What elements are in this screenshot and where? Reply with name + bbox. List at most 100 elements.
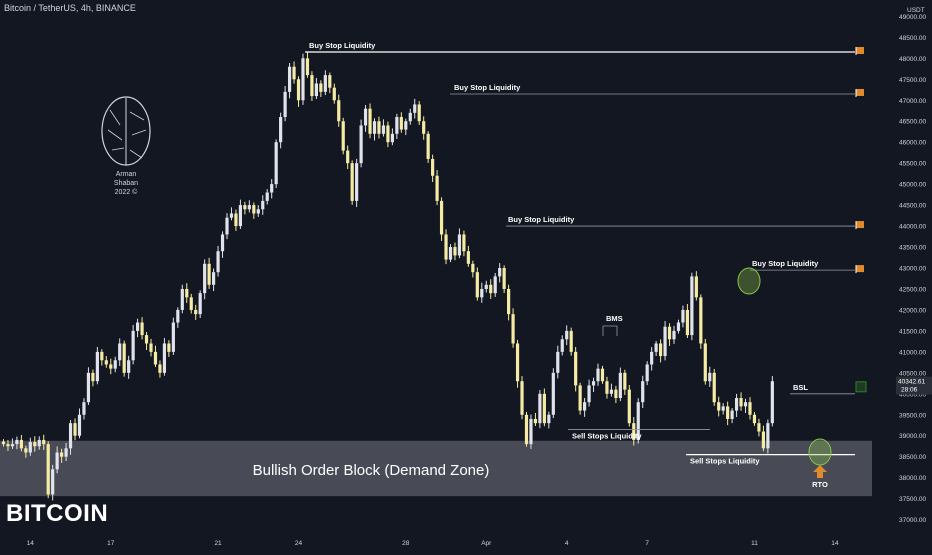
candle-body (194, 309, 198, 315)
candle-body (368, 108, 372, 134)
candle-body (332, 87, 336, 101)
price-axis[interactable] (895, 0, 932, 550)
sell-stops-level-2: Sell Stops Liquidity (686, 454, 855, 466)
candle (337, 94, 341, 127)
level-label: Sell Stops Liquidity (690, 457, 760, 466)
candle (328, 72, 332, 94)
candle (33, 436, 37, 452)
candle-body (694, 276, 698, 298)
candle-body (118, 343, 122, 361)
candle-body (261, 200, 265, 210)
y-tick-label: 37500.00 (899, 496, 926, 503)
flag-icon (856, 47, 864, 55)
candle (359, 119, 363, 168)
candle (708, 366, 712, 387)
candle (551, 368, 555, 419)
candle (332, 83, 336, 104)
candle (10, 438, 15, 449)
candle-body (185, 288, 189, 298)
candle (109, 358, 113, 375)
candle-body (672, 330, 676, 340)
y-tick-label: 44500.00 (899, 203, 926, 210)
candle-body (10, 444, 15, 447)
x-tick-label: Apr (481, 540, 492, 547)
candle-body (453, 247, 457, 256)
candle-body (493, 276, 497, 294)
candle-body (279, 117, 283, 143)
candle (413, 98, 417, 119)
candle (238, 199, 243, 229)
candle-body (413, 104, 417, 113)
candle (77, 408, 82, 439)
y-tick-label: 45000.00 (899, 182, 926, 189)
y-tick-label: 48000.00 (899, 56, 926, 63)
candle (42, 434, 46, 450)
brain-line (129, 111, 145, 121)
candle-body (350, 163, 354, 201)
x-tick-label: 14 (831, 540, 839, 547)
candle (663, 321, 667, 361)
candle (113, 356, 117, 373)
candle (462, 230, 466, 257)
candle (542, 388, 546, 427)
candle (82, 398, 86, 420)
flag-icon-green (855, 381, 867, 393)
candle (511, 308, 515, 348)
candle (194, 304, 198, 320)
candle-body (216, 251, 220, 273)
candle (431, 154, 435, 182)
x-tick-label: 28 (402, 540, 410, 547)
candle (453, 242, 457, 261)
candle (323, 70, 327, 96)
candle-body (207, 263, 211, 285)
candle (694, 271, 698, 301)
axis-unit-label: USDT (907, 7, 925, 14)
candle (524, 411, 529, 447)
candle-body (6, 444, 10, 447)
x-tick-label: 4 (565, 540, 569, 547)
candle (229, 207, 234, 221)
candle (618, 367, 622, 402)
candle (104, 356, 108, 368)
candle-body (136, 322, 140, 331)
candle (234, 209, 238, 231)
candle-body (296, 79, 301, 101)
flag-icon (856, 221, 864, 229)
candle-body (180, 288, 184, 310)
candle-body (431, 158, 435, 176)
candle (761, 425, 765, 452)
candle (752, 412, 757, 426)
candle-body (162, 343, 167, 373)
candle (256, 205, 260, 217)
candle (91, 369, 95, 387)
candle (614, 385, 618, 404)
candle (471, 260, 475, 278)
y-tick-label: 40500.00 (899, 370, 926, 377)
candle (220, 231, 225, 258)
candle (1, 439, 6, 447)
level-label: BSL (793, 383, 808, 392)
y-tick-label: 38000.00 (899, 475, 926, 482)
x-tick-label: 11 (751, 540, 758, 547)
candle (699, 294, 703, 349)
y-tick-label: 42500.00 (899, 286, 926, 293)
candle (641, 375, 645, 409)
candle (587, 379, 591, 407)
candle-body (480, 288, 484, 298)
candle (180, 284, 184, 314)
buy-stop-level-1: Buy Stop Liquidity (305, 41, 864, 56)
candle-body (238, 205, 243, 227)
candle-body (538, 393, 542, 424)
brain-line (109, 109, 121, 126)
candle-body (404, 121, 408, 130)
candle-body (158, 364, 162, 373)
candle-body (77, 414, 82, 436)
candle-body (122, 343, 126, 373)
candle (480, 282, 484, 303)
candle (216, 245, 220, 277)
candle (484, 280, 488, 293)
candle-body (86, 372, 91, 403)
candle (515, 339, 520, 388)
